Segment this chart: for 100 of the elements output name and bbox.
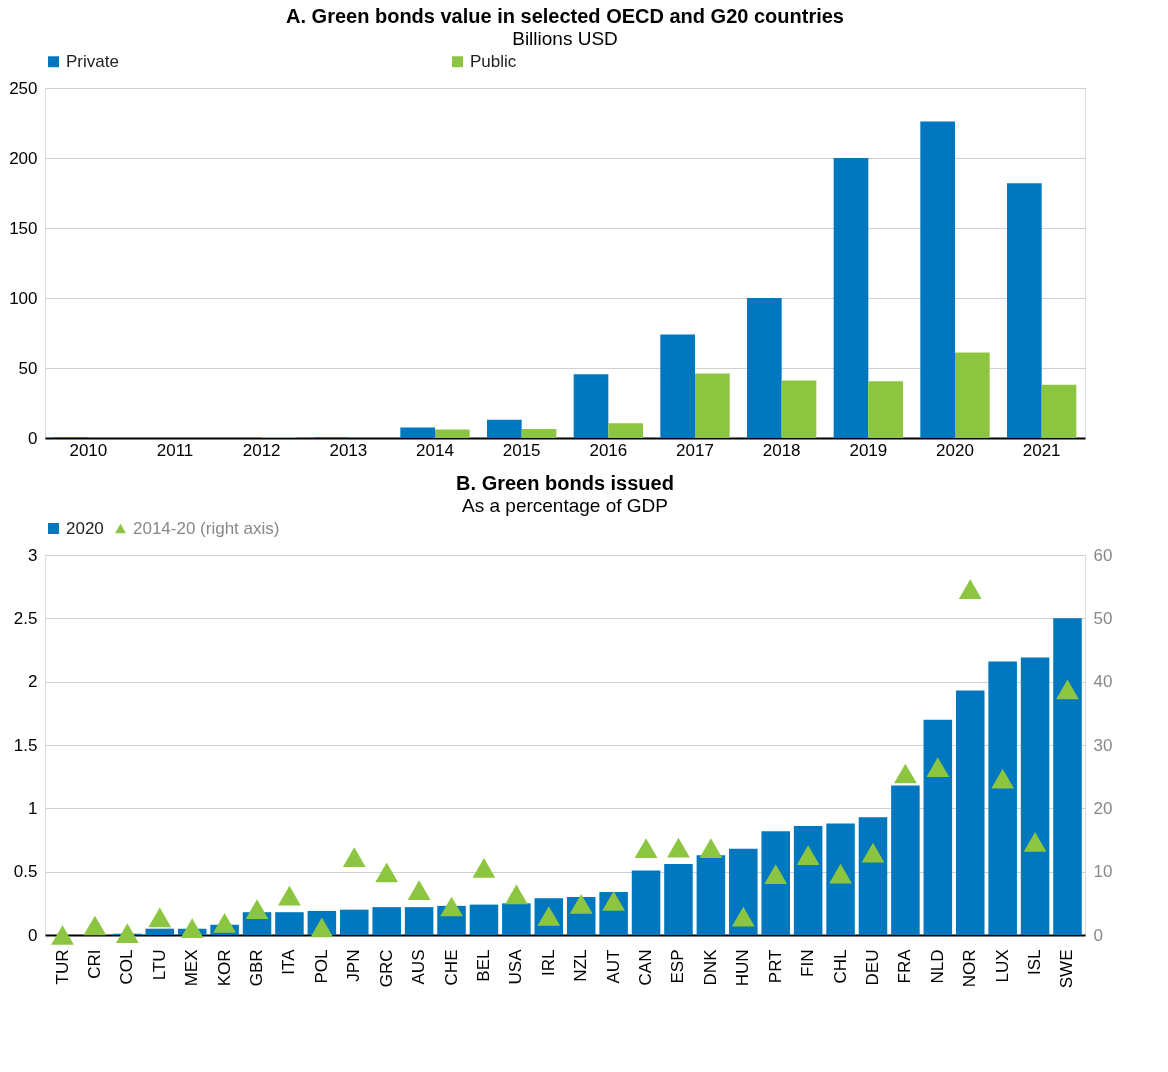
legend-label: 2014-20 (right axis) <box>133 518 280 538</box>
bar <box>521 428 557 438</box>
y2-tick-label: 10 <box>1093 862 1113 882</box>
chart-title: A. Green bonds value in selected OECD and G20 countries <box>286 5 844 27</box>
bar <box>372 907 401 935</box>
bar <box>660 334 695 438</box>
bar <box>858 817 888 935</box>
x-tick-label: LUX <box>992 949 1012 983</box>
legend-label: Private <box>66 51 119 71</box>
y2-tick-label: 30 <box>1093 735 1113 755</box>
point <box>472 857 496 878</box>
point <box>83 915 107 936</box>
x-tick-label: GRC <box>376 949 396 988</box>
x-tick-label: MEX <box>182 949 202 987</box>
point <box>245 899 269 919</box>
bar <box>631 870 661 935</box>
x-tick-label: 2019 <box>849 440 888 460</box>
bar <box>793 826 823 935</box>
point <box>342 847 366 867</box>
bar <box>573 374 609 438</box>
bar <box>955 352 990 438</box>
x-tick-label: BEL <box>473 949 493 982</box>
x-tick-label: 2012 <box>242 440 281 460</box>
point <box>829 863 852 884</box>
bar <box>761 831 790 935</box>
bar <box>1053 618 1082 935</box>
y2-tick-label: 0 <box>1093 925 1103 945</box>
x-tick-label: 2020 <box>936 440 974 460</box>
chart-subtitle: As a percentage of GDP <box>462 495 668 516</box>
point <box>1056 679 1079 700</box>
y-tick-label: 0 <box>28 428 38 448</box>
x-tick-label: 2015 <box>502 440 541 460</box>
y-tick-label: 1 <box>28 798 38 818</box>
x-tick-label: DEU <box>862 949 882 986</box>
x-tick-label: AUS <box>409 949 429 985</box>
x-tick-label: 2021 <box>1022 440 1061 460</box>
bar <box>891 785 920 935</box>
x-tick-label: AUT <box>603 949 623 984</box>
bar <box>664 864 693 935</box>
x-tick-label: FRA <box>895 948 915 984</box>
x-tick-label: IRL <box>538 949 558 976</box>
y-tick-label: 100 <box>9 288 38 308</box>
y2-tick-label: 40 <box>1093 672 1113 692</box>
x-tick-label: 2011 <box>156 440 194 460</box>
point <box>375 862 399 883</box>
bar <box>145 928 175 935</box>
x-tick-label: 2017 <box>676 440 714 460</box>
point <box>991 768 1015 789</box>
y-tick-label: 2.5 <box>13 608 38 628</box>
y-tick-label: 2 <box>28 672 38 692</box>
x-tick-label: 2013 <box>329 440 368 460</box>
bar <box>747 298 782 438</box>
x-tick-label: DNK <box>700 948 720 986</box>
x-tick-label: 2016 <box>589 440 628 460</box>
bar <box>826 823 855 935</box>
x-tick-label: 2014 <box>416 440 454 460</box>
bar <box>608 423 643 438</box>
point <box>861 842 885 863</box>
x-tick-label: NZL <box>571 949 591 982</box>
x-tick-label: JPN <box>344 949 364 982</box>
point <box>180 918 204 938</box>
bar <box>1020 657 1050 935</box>
point <box>926 757 950 778</box>
y2-tick-label: 50 <box>1093 608 1113 628</box>
x-tick-label: NLD <box>927 949 947 984</box>
point <box>1023 832 1047 852</box>
x-tick-label: SWE <box>1057 949 1077 989</box>
y-tick-label: 50 <box>18 358 38 378</box>
x-tick-label: COL <box>117 949 137 985</box>
x-tick-label: USA <box>506 948 526 985</box>
x-tick-label: ISL <box>1025 949 1045 976</box>
point <box>667 837 690 858</box>
x-tick-label: CHL <box>830 949 850 984</box>
x-tick-label: NOR <box>960 949 980 988</box>
point <box>51 925 74 945</box>
bar <box>695 373 730 438</box>
legend-label: Public <box>470 51 517 71</box>
y-tick-label: 0 <box>28 925 38 945</box>
bar <box>1007 183 1042 438</box>
point <box>731 906 755 927</box>
y-tick-label: 1.5 <box>13 735 38 755</box>
x-tick-label: PRT <box>765 949 785 984</box>
bar <box>781 380 817 438</box>
point <box>634 838 658 859</box>
x-tick-label: ESP <box>668 949 688 984</box>
bar <box>729 848 758 935</box>
x-tick-label: KOR <box>214 949 234 987</box>
x-tick-label: TUR <box>52 949 72 985</box>
point <box>213 913 236 933</box>
bar <box>340 909 369 935</box>
x-tick-label: ITA <box>279 948 299 975</box>
y2-tick-label: 20 <box>1093 798 1113 818</box>
x-tick-label: 2010 <box>69 440 108 460</box>
bar <box>487 419 522 438</box>
x-tick-label: GBR <box>247 949 267 987</box>
y-tick-label: 250 <box>9 78 38 98</box>
bar <box>923 719 953 935</box>
point <box>148 907 172 928</box>
bar <box>833 158 869 438</box>
bar <box>955 690 985 935</box>
